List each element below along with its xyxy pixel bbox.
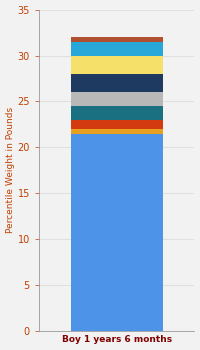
Bar	[71, 92, 163, 106]
Bar	[71, 37, 163, 42]
Bar	[71, 134, 163, 331]
Y-axis label: Percentile Weight in Pounds: Percentile Weight in Pounds	[6, 107, 15, 233]
Bar	[71, 74, 163, 92]
Bar	[71, 42, 163, 56]
Bar	[71, 129, 163, 134]
Bar	[71, 120, 163, 129]
Bar	[71, 106, 163, 120]
Bar	[71, 56, 163, 74]
